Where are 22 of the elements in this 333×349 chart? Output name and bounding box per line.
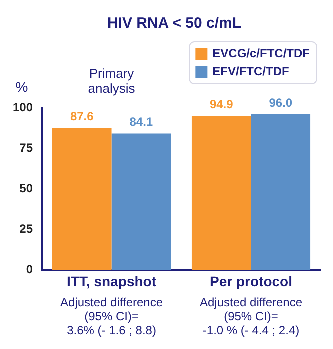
legend-label: EVCG/c/FTC/TDF — [212, 46, 310, 60]
text: 87.6 — [70, 109, 94, 124]
bar — [52, 128, 112, 270]
text: 84.1 — [130, 115, 154, 130]
y-tick-label: 100 — [12, 100, 34, 114]
y-tick-label: 50 — [20, 181, 34, 196]
y-axis-title: % — [16, 78, 28, 95]
x-tick-label: ITT, snapshot — [67, 273, 157, 290]
bar — [112, 134, 172, 270]
y-tick-label: 25 — [20, 222, 34, 236]
y-tick-label: 75 — [20, 140, 34, 155]
legend-label: EFV/FTC/TDF — [212, 64, 290, 78]
text: Adjusted difference (95% CI)= -1.0 % (- 4.4 ; 2.4) — [200, 295, 303, 338]
y-tick-label: 0 — [26, 262, 34, 277]
x-tick-label: Per protocol — [210, 273, 292, 290]
bar — [251, 114, 311, 270]
bar — [192, 116, 252, 270]
text: Primary analysis — [88, 66, 136, 96]
chart-title: HIV RNA < 50 c/mL — [107, 15, 242, 32]
text: Adjusted difference (95% CI)= 3.6% (- 1.6 ; 8.8) — [60, 295, 164, 338]
text: 94.9 — [210, 98, 234, 112]
text: 96.0 — [269, 96, 293, 110]
